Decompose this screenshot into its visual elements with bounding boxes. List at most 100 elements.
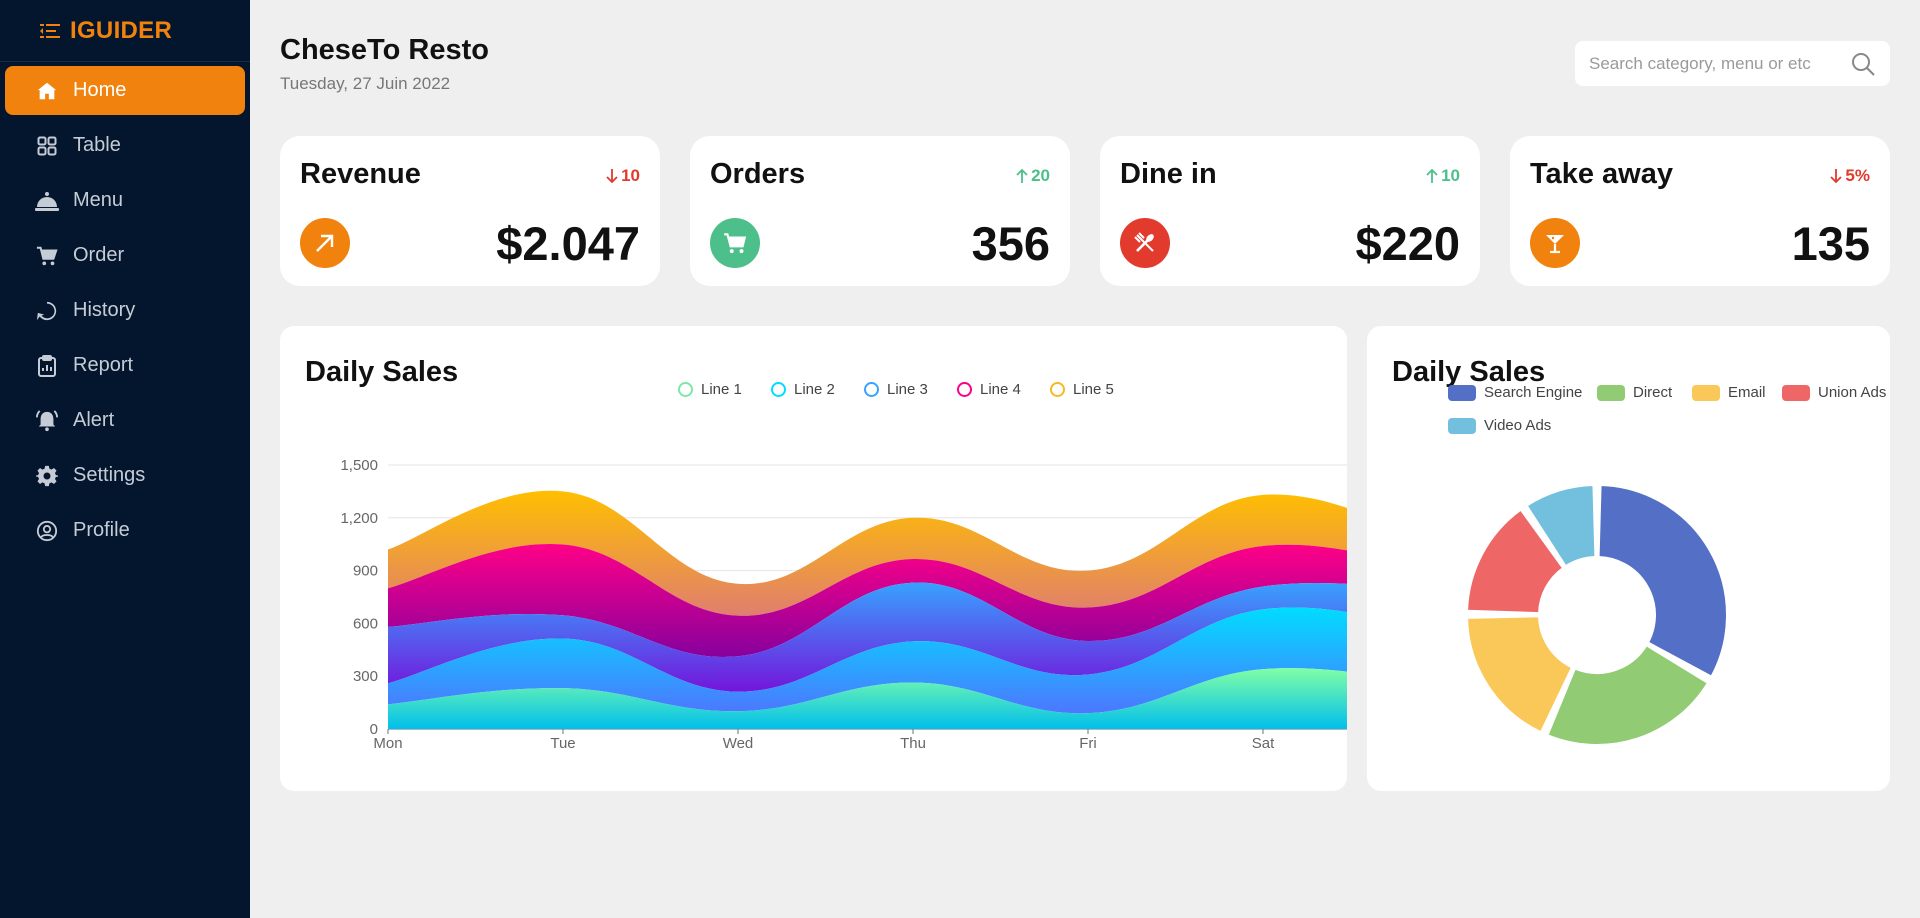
utensils-icon — [1120, 218, 1170, 268]
stat-value: $220 — [1355, 217, 1460, 270]
page-date: Tuesday, 27 Juin 2022 — [280, 74, 451, 93]
stat-card-revenue[interactable]: Revenue 10 $2.047 — [280, 136, 660, 286]
search-input[interactable] — [1589, 53, 1850, 74]
stat-trend-value: 10 — [1441, 166, 1460, 185]
stat-trend: 10 — [1426, 166, 1460, 186]
stat-trend: 10 — [606, 166, 640, 186]
sidebar-item-home[interactable]: Home — [5, 66, 245, 115]
stat-title: Orders — [710, 158, 806, 190]
sidebar-nav: Home Table Menu Order History — [0, 62, 250, 555]
y-tick-label: 0 — [370, 721, 378, 738]
donut-slice-search-engine[interactable] — [1597, 484, 1728, 678]
area-series-line-5[interactable] — [388, 490, 1347, 616]
legend-marker — [1448, 417, 1476, 434]
sidebar-item-label: Table — [73, 134, 121, 156]
arrow-up-icon — [1016, 168, 1028, 183]
legend-item-direct[interactable]: Direct — [1597, 384, 1672, 401]
stat-card-orders[interactable]: Orders 20 356 — [690, 136, 1070, 286]
x-tick-label: Fri — [1079, 735, 1097, 752]
sidebar: IGUIDER Home Table Menu Order — [0, 0, 250, 918]
stat-value: 356 — [971, 217, 1050, 270]
donut-chart — [1466, 484, 1728, 746]
area-series-line-3[interactable] — [388, 582, 1347, 692]
legend-label: Line 5 — [1073, 381, 1114, 398]
area-series-line-1[interactable] — [388, 668, 1347, 729]
stat-value: $2.047 — [496, 217, 640, 270]
legend-marker — [1597, 384, 1625, 401]
brand-name: IGUIDER — [70, 16, 173, 44]
legend-marker — [1692, 384, 1720, 401]
legend-item-union-ads[interactable]: Union Ads — [1782, 384, 1886, 401]
sidebar-item-menu[interactable]: Menu — [5, 176, 245, 225]
arrow-down-icon — [606, 169, 618, 184]
sidebar-item-label: Home — [73, 79, 127, 101]
legend-marker — [678, 382, 693, 397]
y-tick-label: 900 — [353, 563, 378, 580]
x-tick-label: Tue — [550, 735, 575, 752]
x-tick-label: Wed — [723, 735, 754, 752]
legend-label: Line 4 — [980, 381, 1021, 398]
sidebar-item-alert[interactable]: Alert — [5, 396, 245, 445]
search-bar — [1575, 41, 1890, 86]
y-tick-label: 1,200 — [340, 510, 378, 527]
home-icon — [35, 79, 59, 103]
x-tick-label: Thu — [900, 735, 926, 752]
user-icon — [35, 519, 59, 543]
legend-label: Line 1 — [701, 381, 742, 398]
legend-item-search-engine[interactable]: Search Engine — [1448, 384, 1582, 401]
area-series-line-4[interactable] — [388, 544, 1347, 658]
legend-item-email[interactable]: Email — [1692, 384, 1766, 401]
cloche-icon — [35, 189, 59, 213]
legend-item-line-1[interactable]: Line 1 — [678, 381, 742, 398]
page-title: CheseTo Resto — [280, 34, 489, 66]
legend-label: Search Engine — [1484, 384, 1583, 401]
brand[interactable]: IGUIDER — [0, 0, 250, 62]
legend-marker — [1448, 384, 1476, 401]
search-icon[interactable] — [1850, 51, 1876, 77]
y-tick-label: 600 — [353, 615, 378, 632]
donut-slice-email[interactable] — [1466, 615, 1573, 734]
legend-label: Email — [1728, 384, 1766, 401]
stat-title: Dine in — [1120, 158, 1217, 190]
menu-toggle-icon[interactable] — [40, 22, 60, 40]
sidebar-item-settings[interactable]: Settings — [5, 451, 245, 500]
sidebar-item-label: History — [73, 299, 136, 321]
area-series-line-2[interactable] — [388, 607, 1347, 714]
cart-icon — [710, 218, 760, 268]
sidebar-item-label: Settings — [73, 464, 146, 486]
daily-sales-donut-panel: Daily Sales Search Engine Direct Email Unio… — [1367, 326, 1890, 791]
stat-card-dine-in[interactable]: Dine in 10 $220 — [1100, 136, 1480, 286]
stat-card-take-away[interactable]: Take away 5% 135 — [1510, 136, 1890, 286]
legend-item-video-ads[interactable]: Video Ads — [1448, 417, 1551, 434]
donut-slice-union-ads[interactable] — [1466, 508, 1564, 615]
sidebar-item-profile[interactable]: Profile — [5, 506, 245, 555]
stat-trend-value: 5% — [1845, 166, 1870, 185]
sidebar-item-report[interactable]: Report — [5, 341, 245, 390]
legend-item-line-4[interactable]: Line 4 — [957, 381, 1021, 398]
stat-trend: 20 — [1016, 166, 1050, 186]
legend-marker — [864, 382, 879, 397]
sidebar-item-label: Order — [73, 244, 125, 266]
legend-marker — [957, 382, 972, 397]
sidebar-item-label: Alert — [73, 409, 115, 431]
legend-item-line-3[interactable]: Line 3 — [864, 381, 928, 398]
sidebar-item-history[interactable]: History — [5, 286, 245, 335]
y-tick-label: 300 — [353, 668, 378, 685]
sidebar-item-order[interactable]: Order — [5, 231, 245, 280]
report-icon — [35, 354, 59, 378]
stat-value: 135 — [1791, 217, 1870, 270]
donut-slice-direct[interactable] — [1546, 644, 1709, 746]
donut-chart-title: Daily Sales — [1392, 356, 1546, 388]
legend-item-line-5[interactable]: Line 5 — [1050, 381, 1114, 398]
daily-sales-area-panel: Daily Sales Line 1 Line 2 Line 3 Line 4 Line… — [280, 326, 1347, 791]
legend-item-line-2[interactable]: Line 2 — [771, 381, 835, 398]
donut-slice-video-ads[interactable] — [1525, 484, 1597, 568]
sidebar-item-table[interactable]: Table — [5, 121, 245, 170]
arrow-up-right-icon — [300, 218, 350, 268]
stat-trend-value: 20 — [1031, 166, 1050, 185]
stat-title: Revenue — [300, 158, 421, 190]
cart-icon — [35, 244, 59, 268]
x-tick-label: Mon — [373, 735, 402, 752]
area-chart-title: Daily Sales — [305, 356, 459, 388]
area-chart: 0 300 600 900 1,200 1,500 Mon Tue Wed Thu Fri Sat — [340, 457, 1347, 752]
